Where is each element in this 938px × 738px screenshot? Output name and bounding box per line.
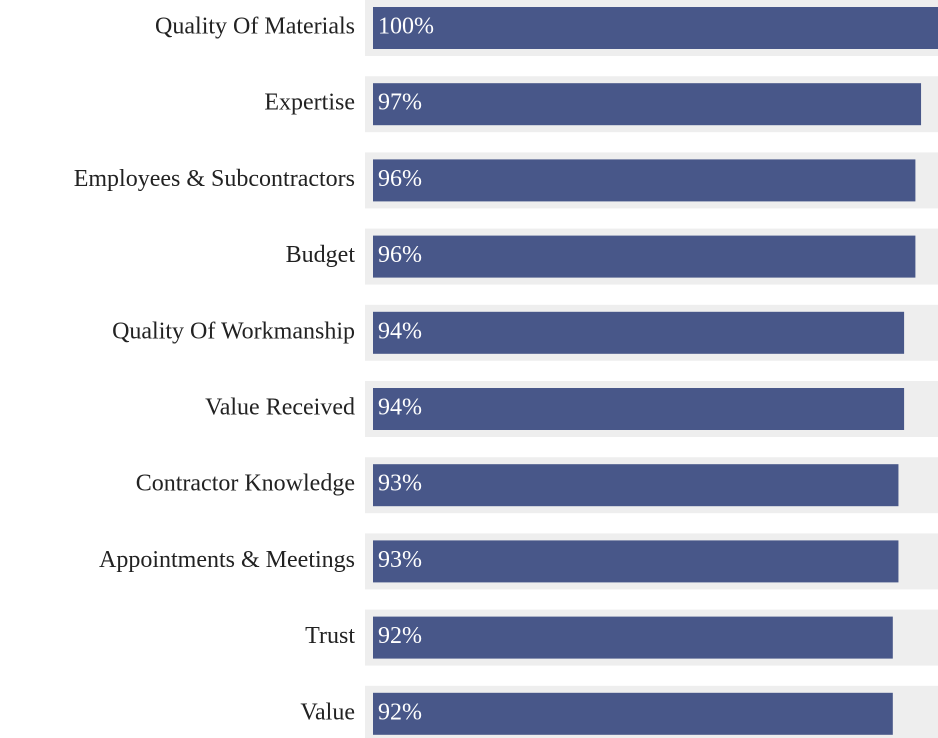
category-label: Budget [286, 242, 356, 268]
bar [373, 159, 916, 202]
bar [373, 388, 905, 430]
value-label: 96% [378, 166, 422, 192]
value-label: 92% [378, 623, 422, 649]
category-label: Appointments & Meetings [99, 547, 355, 573]
category-label: Employees & Subcontractors [74, 166, 355, 192]
bar [373, 7, 938, 49]
bar [373, 692, 893, 735]
category-label: Value [300, 699, 355, 725]
bar [373, 616, 893, 659]
value-label: 97% [378, 90, 422, 116]
category-label: Expertise [264, 90, 355, 116]
bar [373, 83, 922, 126]
category-label: Quality Of Workmanship [112, 318, 355, 344]
value-label: 92% [378, 699, 422, 725]
bar [373, 235, 916, 278]
category-label: Quality Of Materials [155, 14, 355, 40]
category-label: Value Received [205, 395, 355, 421]
bar [373, 311, 905, 354]
value-label: 93% [378, 547, 422, 573]
value-label: 94% [378, 395, 422, 421]
value-label: 96% [378, 242, 422, 268]
value-label: 100% [378, 14, 434, 40]
category-label: Trust [305, 623, 355, 649]
category-label: Contractor Knowledge [136, 471, 355, 497]
value-label: 94% [378, 318, 422, 344]
value-label: 93% [378, 471, 422, 497]
bar [373, 540, 899, 583]
bar [373, 464, 899, 507]
